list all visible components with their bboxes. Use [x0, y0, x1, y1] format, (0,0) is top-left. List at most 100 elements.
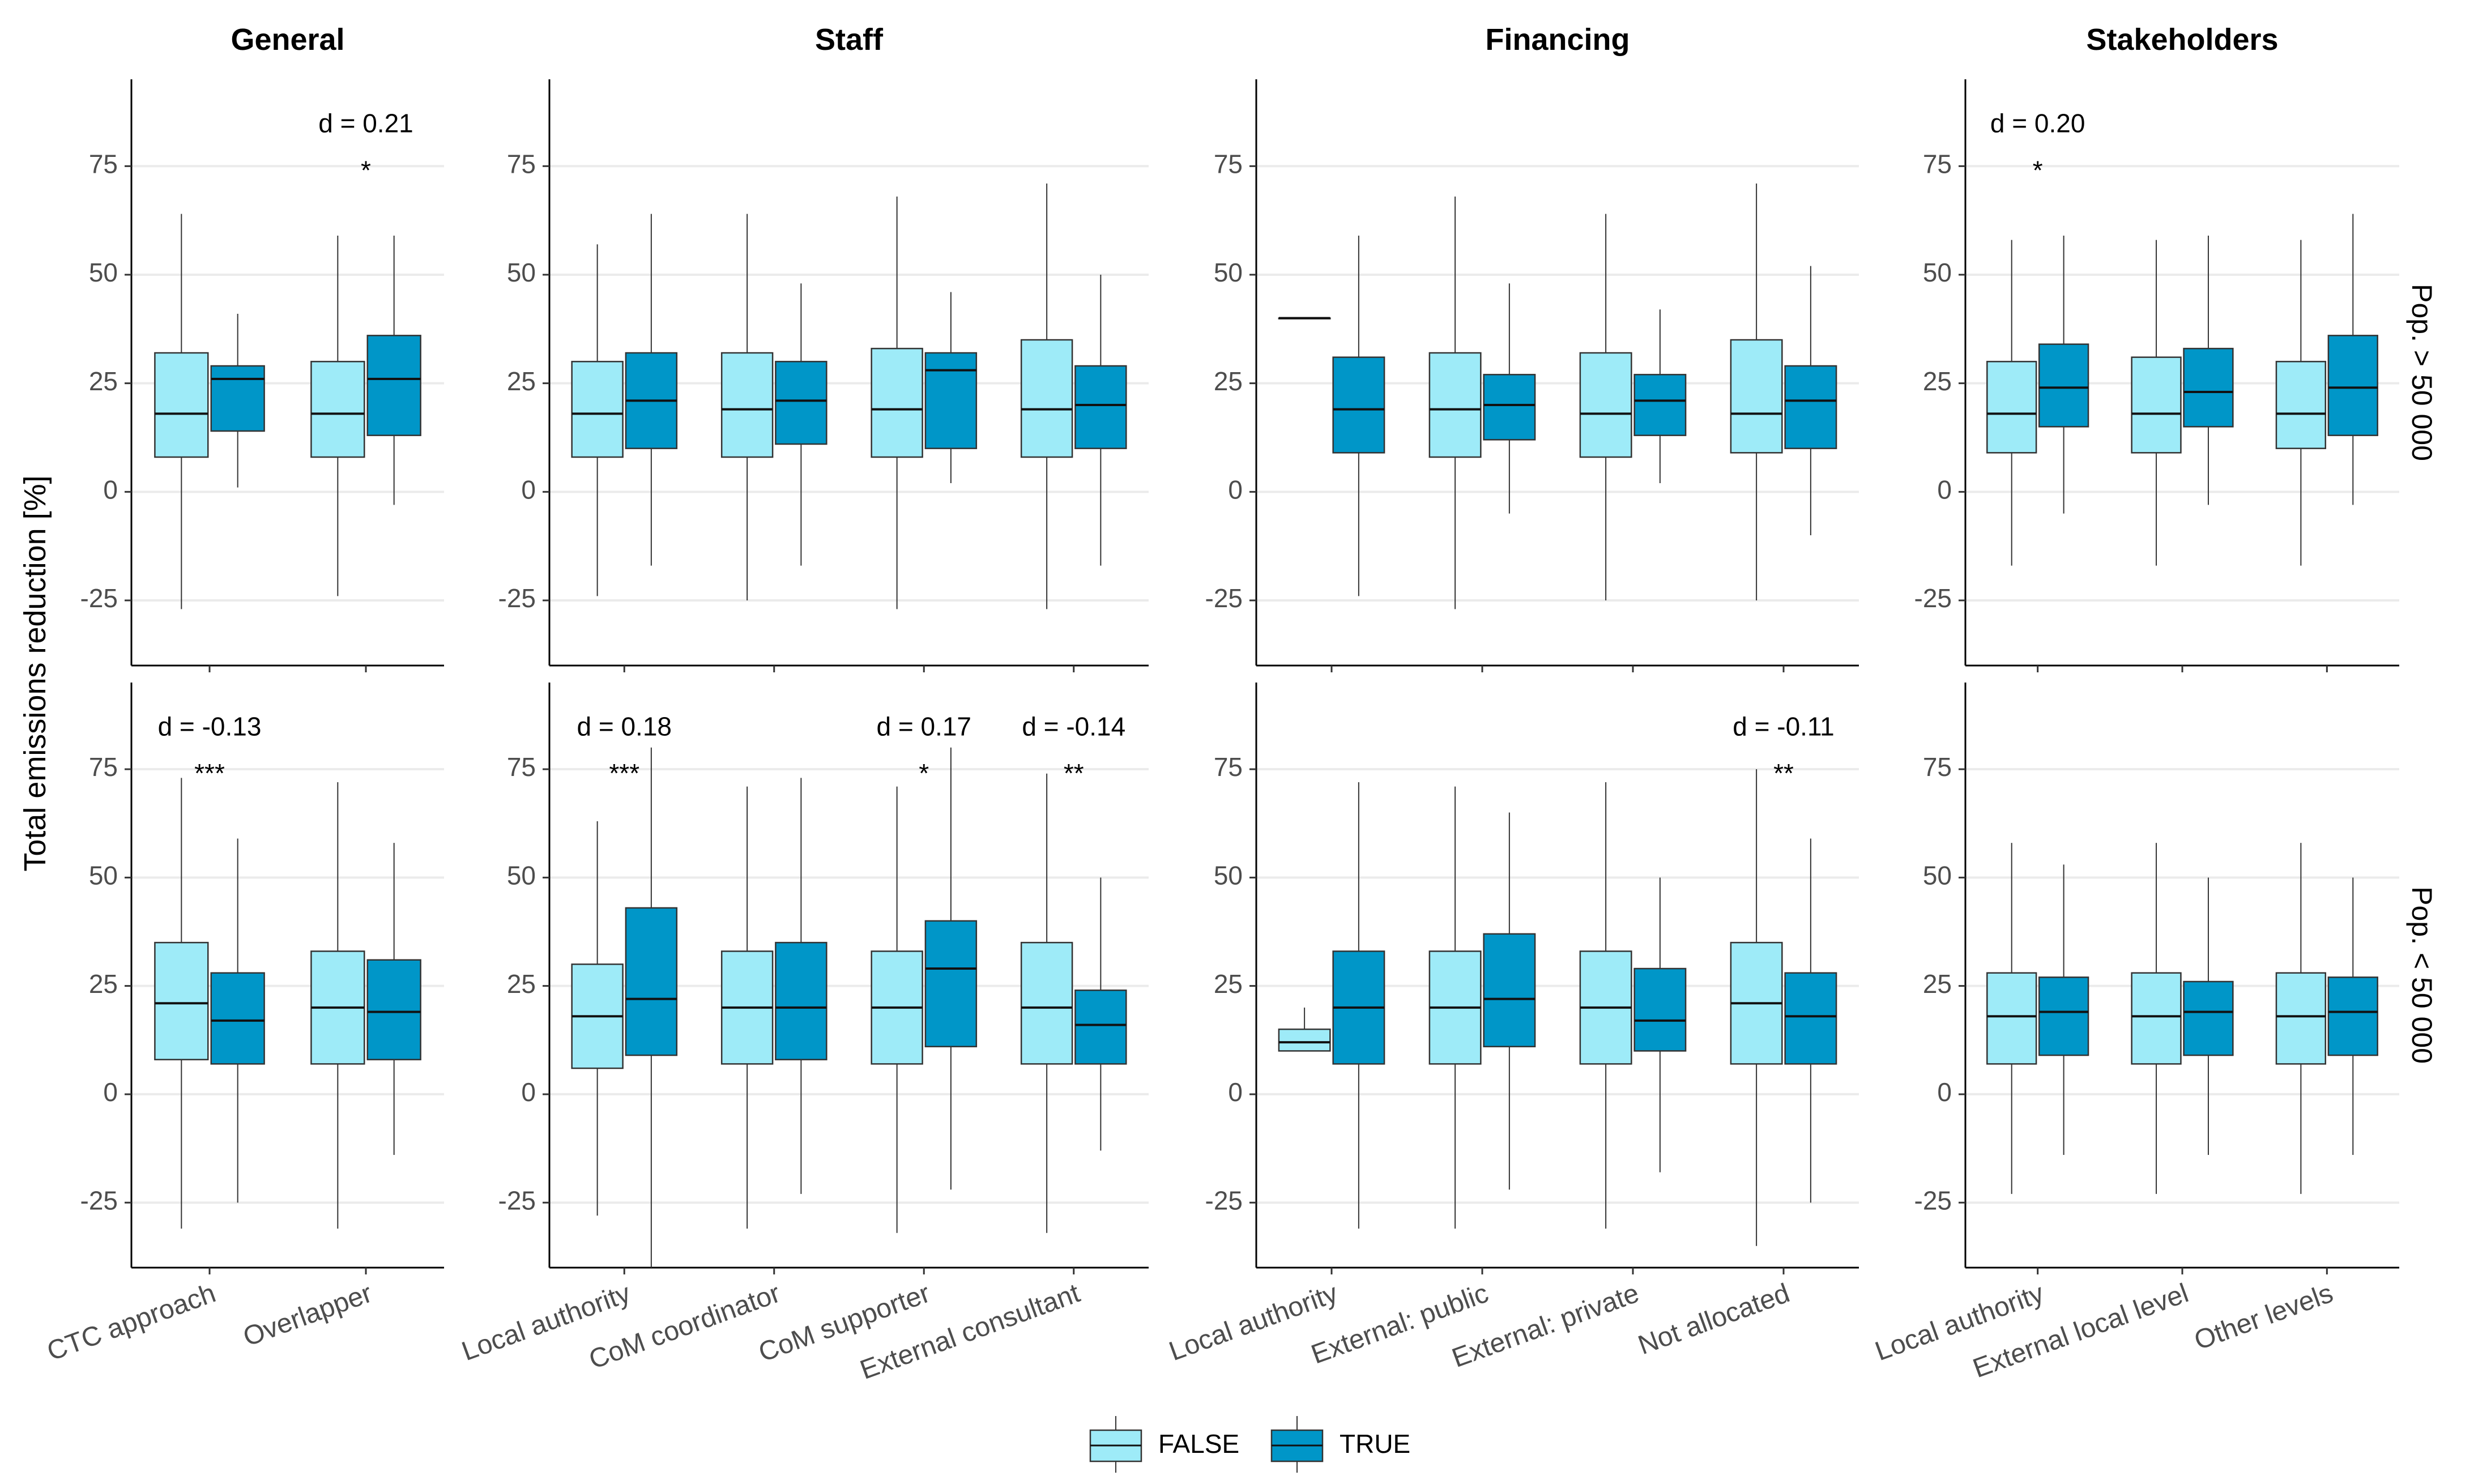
y-tick-label: -25 [80, 1186, 118, 1215]
facet-title: Staff [815, 23, 884, 57]
y-tick-label: 50 [1923, 860, 1952, 890]
box-iqr-true [924, 920, 978, 1048]
box-iqr-true [1633, 374, 1687, 436]
significance-stars: *** [194, 758, 225, 788]
box-iqr-false [1020, 339, 1073, 458]
y-tick-label: 50 [89, 258, 118, 287]
box-iqr-false [571, 361, 624, 458]
box-iqr-true [1074, 990, 1127, 1065]
box-iqr-true [775, 361, 827, 445]
box-iqr-false [2275, 361, 2327, 449]
significance-stars: ** [1773, 758, 1794, 788]
y-tick-label: 50 [1923, 258, 1952, 287]
box-iqr-true [625, 907, 678, 1056]
y-tick-label: 0 [103, 475, 118, 504]
y-tick-label: 25 [89, 969, 118, 999]
facet-title: General [231, 23, 344, 57]
y-tick-label: -25 [498, 583, 536, 613]
y-tick-label: 50 [1214, 860, 1243, 890]
y-tick-label: 50 [1214, 258, 1243, 287]
box-iqr-true [924, 352, 978, 449]
effect-size-label: d = 0.21 [318, 109, 413, 138]
y-tick-label: -25 [1914, 583, 1952, 613]
box-iqr-true [366, 335, 421, 436]
significance-stars: * [361, 155, 371, 185]
y-tick-label: -25 [1205, 1186, 1243, 1215]
box-iqr-false [1730, 339, 1783, 454]
y-tick-label: 25 [1923, 366, 1952, 396]
y-tick-label: -25 [1205, 583, 1243, 613]
y-tick-label: 25 [1923, 969, 1952, 999]
y-tick-label: 75 [1214, 149, 1243, 178]
box-iqr-true [1332, 356, 1385, 454]
box-iqr-false [1278, 1028, 1331, 1052]
y-tick-label: 0 [1937, 475, 1952, 504]
box-iqr-false [310, 361, 365, 458]
y-tick-label: 50 [507, 258, 536, 287]
x-category-label: CTC approach [43, 1278, 219, 1367]
box-iqr-false [1986, 361, 2037, 454]
box-iqr-true [775, 941, 827, 1060]
y-tick-label: 75 [507, 752, 536, 782]
box-iqr-true [366, 959, 421, 1060]
y-tick-label: 75 [1923, 149, 1952, 178]
y-tick-label: 25 [89, 366, 118, 396]
box-iqr-true [1483, 933, 1536, 1048]
significance-stars: *** [609, 758, 639, 788]
effect-size-label: d = -0.11 [1733, 711, 1834, 741]
significance-stars: ** [1064, 758, 1084, 788]
effect-size-label: d = 0.20 [1990, 109, 2085, 138]
y-tick-label: 0 [1228, 475, 1243, 504]
box-iqr-false [2275, 972, 2327, 1065]
x-category-label: Overlapper [240, 1278, 376, 1353]
effect-size-label: d = -0.13 [158, 711, 262, 741]
box-iqr-true [210, 972, 265, 1065]
y-tick-label: 0 [521, 1077, 536, 1107]
box-iqr-false [2131, 356, 2182, 454]
box-iqr-true [1074, 365, 1127, 449]
box-iqr-false [1428, 352, 1482, 458]
y-tick-label: 75 [89, 752, 118, 782]
facet-title: Financing [1486, 23, 1630, 57]
box-iqr-true [210, 365, 265, 432]
x-category-label: Other levels [2190, 1278, 2337, 1356]
y-tick-label: 25 [507, 366, 536, 396]
y-tick-label: 25 [1214, 366, 1243, 396]
box-iqr-false [720, 352, 774, 458]
box-iqr-false [2131, 972, 2182, 1065]
y-tick-label: 0 [1228, 1077, 1243, 1107]
box-iqr-true [2183, 980, 2234, 1056]
y-tick-label: 75 [89, 149, 118, 178]
box-iqr-false [1579, 352, 1632, 458]
x-category-label: Not allocated [1634, 1278, 1793, 1361]
y-tick-label: -25 [498, 1186, 536, 1215]
legend-label: TRUE [1340, 1429, 1410, 1459]
y-tick-label: 75 [507, 149, 536, 178]
box-iqr-true [2327, 335, 2378, 436]
y-tick-label: 0 [1937, 1077, 1952, 1107]
effect-size-label: d = 0.18 [577, 711, 672, 741]
significance-stars: * [2033, 155, 2043, 185]
box-iqr-true [1633, 967, 1687, 1052]
box-iqr-true [1784, 972, 1837, 1065]
effect-size-label: d = 0.17 [876, 711, 971, 741]
y-tick-label: -25 [1914, 1186, 1952, 1215]
y-tick-label: 50 [89, 860, 118, 890]
significance-stars: * [919, 758, 929, 788]
facet-title: Stakeholders [2086, 23, 2278, 57]
y-tick-label: 75 [1923, 752, 1952, 782]
y-tick-label: 25 [507, 969, 536, 999]
box-iqr-false [1020, 941, 1073, 1065]
box-iqr-false [871, 348, 923, 458]
y-tick-label: -25 [80, 583, 118, 613]
box-iqr-true [2038, 343, 2089, 428]
y-tick-label: 0 [521, 475, 536, 504]
box-iqr-true [2327, 976, 2378, 1056]
box-iqr-true [2183, 348, 2234, 428]
row-strip-label: Pop. < 50 000 [2406, 886, 2438, 1064]
box-iqr-true [2038, 976, 2089, 1056]
y-tick-label: 25 [1214, 969, 1243, 999]
y-tick-label: 50 [507, 860, 536, 890]
row-strip-label: Pop. > 50 000 [2406, 284, 2438, 461]
